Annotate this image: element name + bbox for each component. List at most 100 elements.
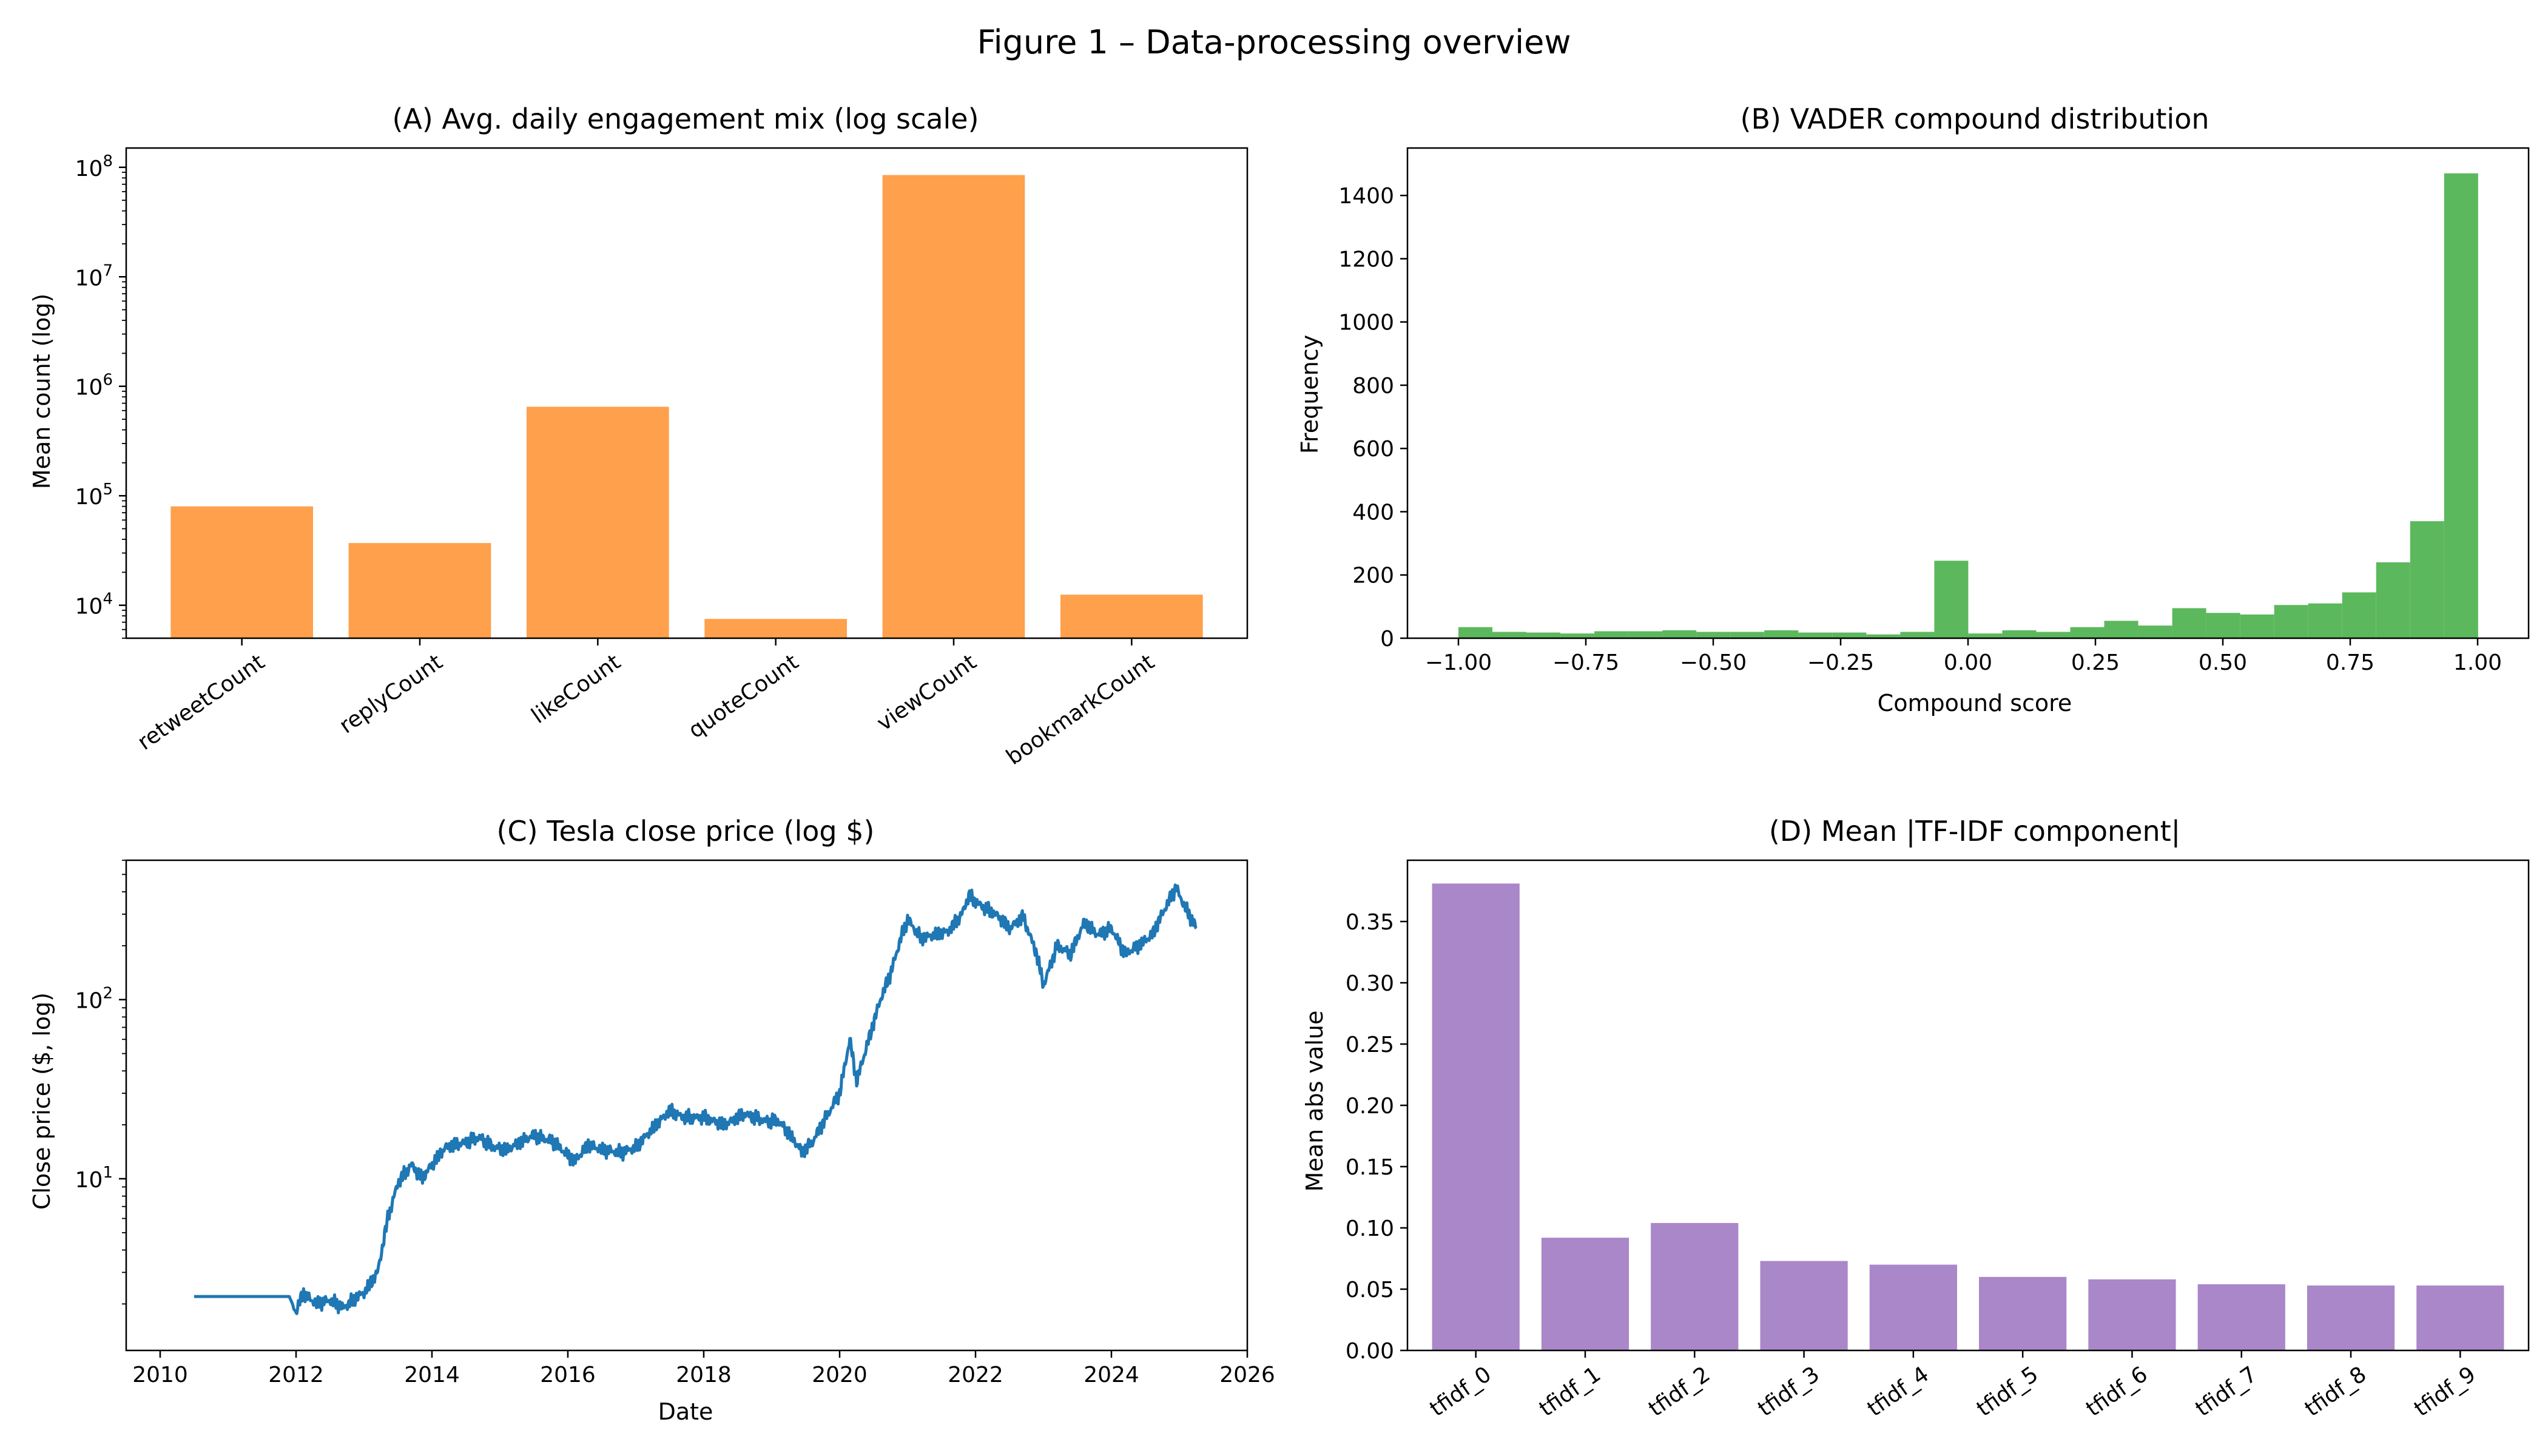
hist-bin [1628, 631, 1663, 638]
xtick-label: 2010 [132, 1363, 188, 1387]
ytick-label: 0.15 [1346, 1155, 1394, 1180]
hist-bin [1730, 632, 1765, 638]
hist-bin [2104, 621, 2138, 638]
xtick-label-tfidf_2: tfidf_2 [1644, 1362, 1714, 1422]
xtick-label-tfidf_9: tfidf_9 [2410, 1362, 2480, 1422]
xtick-label-bookmarkCount: bookmarkCount [1002, 650, 1159, 770]
ytick-label: 101 [75, 1164, 113, 1193]
panel-c-tesla-price-line-chart: (C) Tesla close price (log $) Date Close… [29, 815, 1275, 1425]
hist-bin [2002, 630, 2037, 638]
xtick-label: 0.00 [1944, 650, 1992, 675]
xtick-label-quoteCount: quoteCount [684, 650, 803, 744]
ytick-label: 104 [75, 590, 113, 619]
hist-bin [2274, 605, 2308, 638]
xtick-label: 2014 [404, 1363, 460, 1387]
ytick-label: 107 [75, 261, 113, 291]
ytick-label: 0.10 [1346, 1216, 1394, 1241]
ytick-label: 102 [75, 985, 113, 1014]
hist-bin [1900, 632, 1935, 638]
ytick-label: 0.20 [1346, 1094, 1394, 1119]
hist-bin [1696, 632, 1731, 638]
ytick-label: 200 [1352, 564, 1394, 588]
xtick-label: 2026 [1219, 1363, 1275, 1387]
xtick-label: −0.75 [1552, 650, 1619, 675]
ytick-label: 0 [1380, 627, 1394, 652]
bar-viewCount [882, 175, 1025, 639]
xtick-label: 0.50 [2199, 650, 2247, 675]
bar-tfidf_0 [1432, 883, 1520, 1350]
xtick-label: −0.50 [1680, 650, 1747, 675]
hist-bin [2036, 632, 2071, 638]
xtick-label: 2022 [948, 1363, 1003, 1387]
xtick-label: 2024 [1084, 1363, 1139, 1387]
bar-tfidf_1 [1541, 1238, 1630, 1350]
ytick-label: 108 [75, 152, 113, 181]
xtick-label-tfidf_6: tfidf_6 [2081, 1362, 2152, 1422]
xtick-label-viewCount: viewCount [872, 650, 981, 736]
ytick-label: 1400 [1338, 184, 1394, 209]
ytick-label: 1200 [1338, 247, 1394, 272]
xtick-label-tfidf_0: tfidf_0 [1426, 1362, 1496, 1422]
ytick-label: 400 [1352, 500, 1394, 525]
hist-bin [2206, 613, 2240, 638]
bar-tfidf_4 [1869, 1264, 1957, 1350]
xtick-label: 0.75 [2326, 650, 2374, 675]
hist-bin [2444, 173, 2478, 638]
hist-bin [1526, 632, 1561, 638]
panel-c-title: (C) Tesla close price (log $) [497, 815, 875, 848]
hist-bin [1832, 632, 1867, 638]
ytick-label: 0.05 [1346, 1278, 1394, 1303]
ytick-label: 105 [75, 480, 113, 510]
panel-a-axes [125, 147, 1249, 639]
figure-title: Figure 1 – Data-processing overview [977, 23, 1571, 61]
ytick-label: 1000 [1338, 311, 1394, 335]
panel-c-xlabel: Date [658, 1398, 713, 1425]
xtick-label: −0.25 [1807, 650, 1874, 675]
hist-bin [1934, 561, 1969, 638]
bar-tfidf_9 [2416, 1285, 2504, 1350]
hist-bin [1594, 631, 1629, 638]
hist-bin [2308, 603, 2342, 638]
xtick-label-tfidf_7: tfidf_7 [2191, 1362, 2262, 1422]
bar-tfidf_8 [2307, 1285, 2395, 1350]
price-line [193, 883, 1198, 1315]
bar-tfidf_3 [1760, 1261, 1848, 1350]
hist-bin [1560, 633, 1595, 638]
xtick-label: 2020 [812, 1363, 868, 1387]
hist-bin [1968, 633, 2003, 638]
xtick-label-tfidf_4: tfidf_4 [1863, 1362, 1933, 1422]
panel-d-title: (D) Mean |TF-IDF component| [1769, 815, 2180, 848]
xtick-label: 1.00 [2453, 650, 2502, 675]
hist-bin [1798, 632, 1833, 638]
hist-bin [1492, 632, 1527, 638]
xtick-label: 2018 [676, 1363, 732, 1387]
hist-bin [2342, 592, 2376, 638]
panel-d-tfidf-bar-chart: (D) Mean |TF-IDF component| Mean abs val… [1301, 815, 2530, 1422]
hist-bin [1866, 634, 1901, 638]
panel-c-axes [125, 859, 1249, 1352]
bar-tfidf_2 [1651, 1222, 1739, 1350]
xtick-label-replyCount: replyCount [335, 650, 447, 739]
xtick-label-tfidf_5: tfidf_5 [1972, 1362, 2043, 1422]
panel-a-title: (A) Avg. daily engagement mix (log scale… [392, 103, 979, 135]
ytick-label: 0.30 [1346, 971, 1394, 996]
ytick-label: 600 [1352, 437, 1394, 462]
ytick-label: 800 [1352, 374, 1394, 399]
bar-bookmarkCount [1060, 595, 1203, 638]
ytick-label: 0.25 [1346, 1033, 1394, 1057]
xtick-label-tfidf_8: tfidf_8 [2300, 1362, 2371, 1422]
hist-bin [2070, 627, 2105, 638]
hist-bin [1662, 630, 1697, 638]
ytick-label: 0.35 [1346, 910, 1394, 935]
panel-a-engagement-bar-chart: (A) Avg. daily engagement mix (log scale… [29, 103, 1249, 770]
bar-likeCount [527, 406, 669, 638]
panel-a-ylabel: Mean count (log) [29, 294, 55, 489]
panel-d-axes [1406, 859, 2530, 1352]
bar-tfidf_6 [2088, 1279, 2176, 1350]
panel-c-ylabel: Close price ($, log) [29, 993, 55, 1210]
bar-retweetCount [170, 506, 313, 638]
hist-bin [2410, 521, 2444, 638]
xtick-label: −1.00 [1425, 650, 1492, 675]
ytick-label: 106 [75, 371, 113, 400]
bar-tfidf_7 [2197, 1284, 2285, 1350]
